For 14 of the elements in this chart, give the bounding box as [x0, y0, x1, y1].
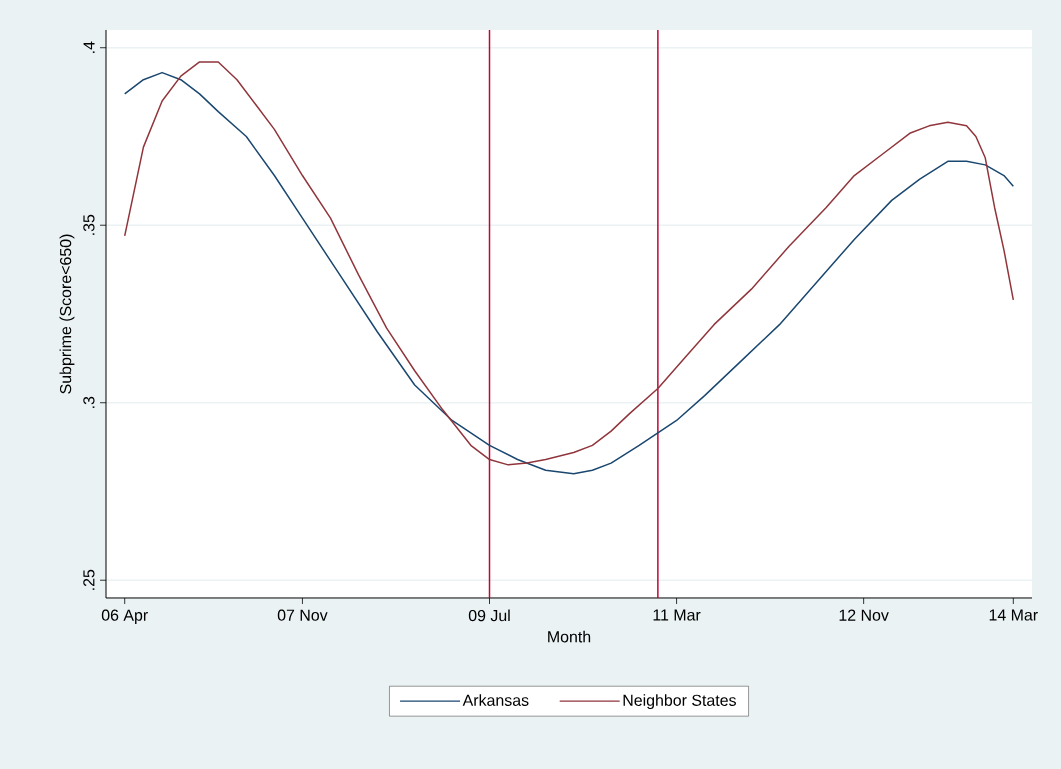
x-tick-label: 07 Nov [277, 609, 328, 621]
legend-label: Arkansas [462, 694, 529, 706]
y-tick-label: .25 [83, 569, 95, 590]
x-tick-label: 14 Mar [989, 609, 1038, 621]
x-tick-label: 12 Nov [839, 609, 889, 621]
y-axis-title: Subprime (Score<650) [59, 234, 75, 394]
x-tick-label: 09 Jul [468, 609, 510, 622]
y-tick-label: .4 [83, 41, 95, 53]
legend-label: Neighbor States [623, 694, 736, 710]
y-tick-label: .3 [83, 396, 95, 408]
x-axis-title: Month [548, 630, 591, 643]
x-tick-label: 11 Mar [653, 609, 701, 621]
x-tick-label: 06 Apr [101, 609, 148, 624]
y-tick-label: .35 [83, 214, 95, 235]
